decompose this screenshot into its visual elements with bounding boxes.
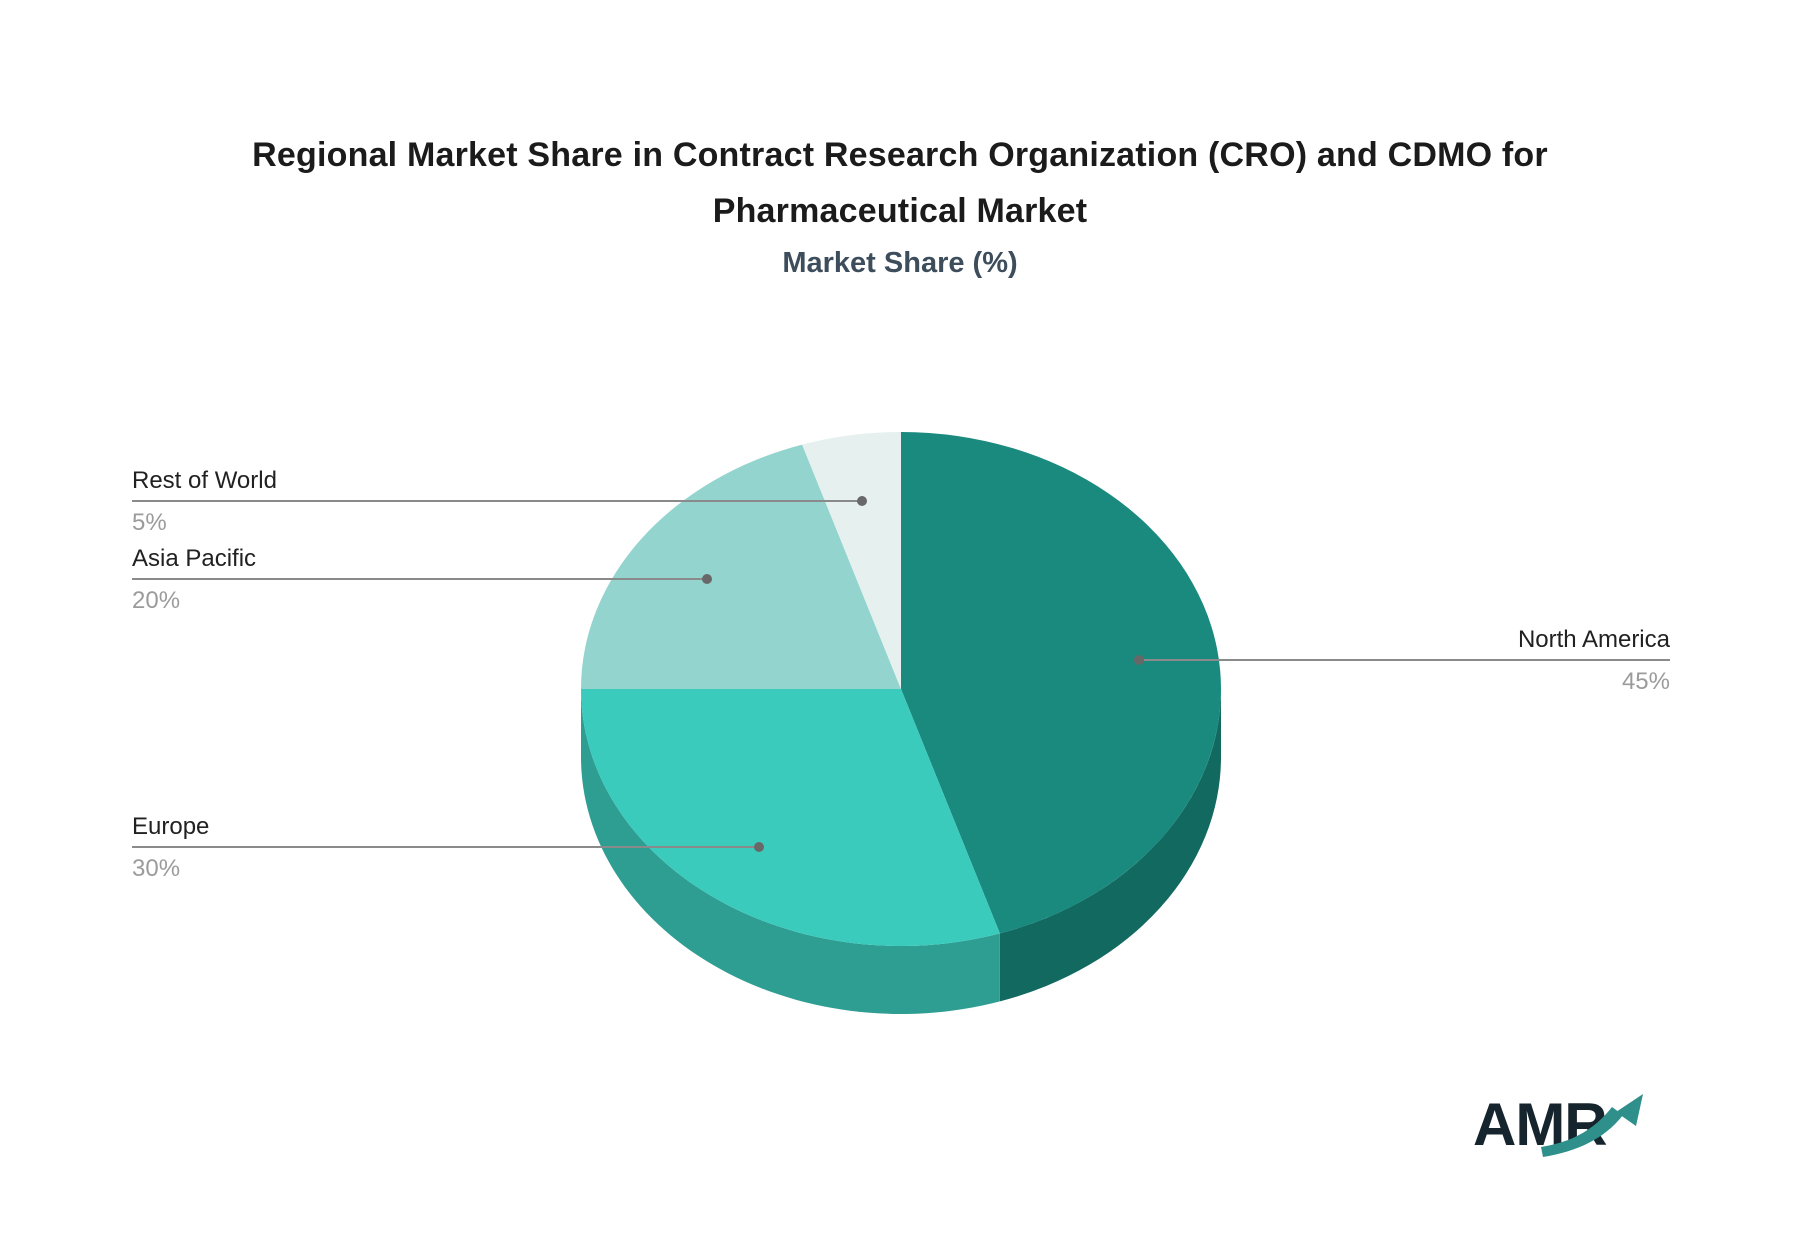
callout-line: [1139, 659, 1670, 661]
callout-value: 30%: [132, 855, 181, 882]
callout-dot: [1134, 655, 1144, 665]
pie-slice-north-america[interactable]: [901, 432, 1221, 934]
pie-slice-rest-of-world[interactable]: [802, 432, 901, 689]
chart-title-line2: Pharmaceutical Market: [712, 192, 1088, 230]
callout-value: 5%: [132, 509, 167, 536]
callout-line: [132, 846, 759, 848]
pie-rim-europe: [581, 689, 1000, 1014]
chart-title-line1: Regional Market Share in Contract Resear…: [252, 136, 1548, 174]
callout-label: Europe: [132, 813, 210, 840]
chart-subtitle: Market Share (%): [782, 247, 1018, 279]
callout-dot: [702, 574, 712, 584]
callout-value: 45%: [1621, 668, 1670, 695]
callout-label: North America: [1517, 626, 1670, 653]
callout-line: [132, 500, 862, 502]
trend-arrow-icon: [1541, 1094, 1643, 1157]
pie-rim-north-america: [999, 689, 1221, 1002]
amr-logo: AMR: [1473, 1091, 1643, 1158]
pie-slice-asia-pacific[interactable]: [581, 444, 901, 689]
callout-label: Rest of World: [132, 467, 277, 494]
callout-line: [132, 578, 707, 580]
pie-slice-europe[interactable]: [581, 689, 1000, 946]
callout-dot: [857, 496, 867, 506]
callout-value: 20%: [132, 587, 181, 614]
callout-label: Asia Pacific: [132, 545, 257, 572]
callout-dot: [754, 842, 764, 852]
amr-logo-text: AMR: [1473, 1091, 1607, 1158]
